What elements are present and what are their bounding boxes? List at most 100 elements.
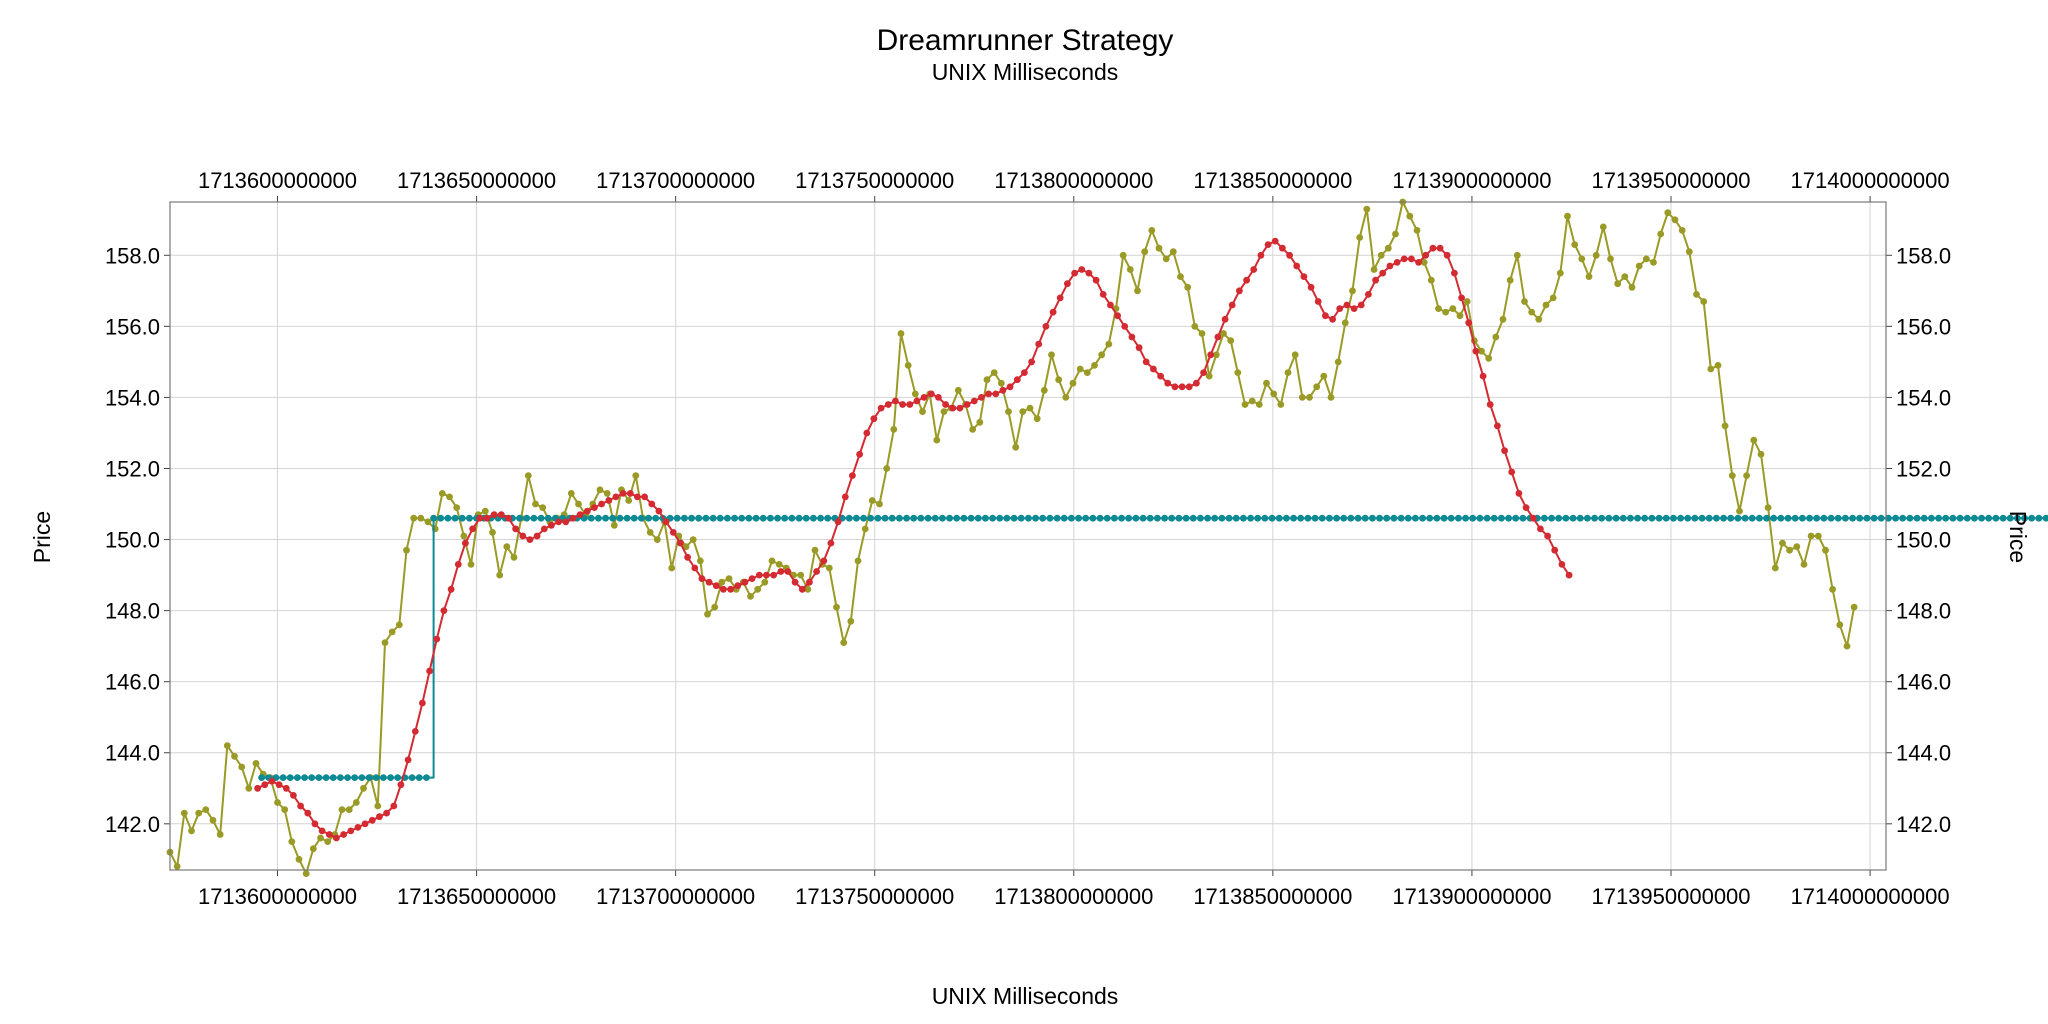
price-point <box>309 845 317 853</box>
smooth-line <box>257 240 1570 839</box>
price-point <box>1349 287 1356 295</box>
price-point <box>997 379 1005 387</box>
price-point <box>1141 248 1149 256</box>
price-point <box>1822 546 1829 554</box>
price-point <box>1033 415 1041 423</box>
smooth-point <box>1415 259 1422 266</box>
price-point <box>317 834 324 842</box>
price-point <box>1779 539 1786 547</box>
signal-point <box>1455 514 1462 522</box>
signal-point <box>415 774 423 781</box>
price-point <box>1040 386 1048 394</box>
smooth-point <box>1422 251 1430 259</box>
price-point <box>904 362 912 369</box>
price-point <box>1384 244 1392 252</box>
signal-point <box>1899 514 1907 522</box>
price-point <box>388 628 396 636</box>
smooth-point <box>268 777 276 785</box>
price-point <box>1377 251 1385 259</box>
price-point <box>1592 251 1600 259</box>
price-point <box>668 564 676 572</box>
signal-point <box>1046 514 1054 522</box>
signal-point <box>1146 514 1154 522</box>
smooth-point <box>426 667 433 675</box>
price-point <box>532 500 539 508</box>
price-point <box>1313 383 1321 391</box>
price-point <box>682 543 690 551</box>
smooth-point <box>712 582 720 590</box>
smooth-point <box>569 514 577 522</box>
smooth-point <box>469 525 476 533</box>
x-tick-label-bottom: 1713950000000 <box>1591 884 1750 909</box>
x-tick-label-top: 1714000000000 <box>1791 168 1950 193</box>
price-point <box>1392 230 1399 238</box>
smooth-point <box>956 404 964 412</box>
smooth-point <box>870 415 878 423</box>
signal-point <box>867 514 875 522</box>
signal-point <box>408 774 416 781</box>
price-point <box>209 816 217 824</box>
smooth-point <box>899 401 906 408</box>
price-point <box>238 763 246 771</box>
price-point <box>1406 212 1414 220</box>
signal-point <box>1734 514 1742 522</box>
price-point <box>761 578 769 586</box>
smooth-point <box>1293 262 1301 270</box>
signal-point <box>444 514 452 522</box>
price-point <box>840 639 848 646</box>
price-point <box>1363 205 1371 213</box>
price-point <box>274 799 281 806</box>
smooth-point <box>626 490 634 497</box>
smooth-point <box>770 571 777 579</box>
smooth-point <box>440 607 448 614</box>
signal-point <box>308 774 316 781</box>
price-point <box>410 514 418 522</box>
price-point <box>1506 276 1514 284</box>
signal-point <box>1261 514 1269 522</box>
signal-point <box>458 514 466 522</box>
smooth-point <box>598 500 605 508</box>
smooth-point <box>419 699 426 707</box>
smooth-point <box>1200 369 1207 376</box>
smooth-point <box>612 493 620 501</box>
smooth-point <box>942 401 949 408</box>
signal-point <box>1641 514 1649 522</box>
smooth-point <box>1264 241 1272 249</box>
x-tick-label-top: 1713600000000 <box>198 168 357 193</box>
smooth-point <box>619 490 627 497</box>
price-point <box>1743 472 1750 479</box>
signal-point <box>1777 514 1785 522</box>
signal-point <box>1849 514 1856 522</box>
smooth-point <box>1544 532 1551 540</box>
price-point <box>990 369 998 376</box>
price-point <box>1700 298 1708 305</box>
signal-point <box>1290 514 1297 522</box>
signal-point <box>394 774 402 781</box>
smooth-point <box>884 401 892 408</box>
smooth-point <box>433 635 441 643</box>
smooth-point <box>748 575 756 582</box>
signal-point <box>1612 514 1620 522</box>
smooth-point <box>641 493 648 501</box>
y-tick-label-left: 144.0 <box>105 741 160 766</box>
signal-point <box>2035 514 2043 522</box>
smooth-point <box>1472 347 1480 355</box>
signal-point <box>2021 514 2028 522</box>
signal-point <box>1326 514 1333 522</box>
series-layer <box>166 198 2048 877</box>
smooth-point <box>390 802 398 810</box>
price-point <box>1621 273 1629 280</box>
y-tick-label-left: 156.0 <box>105 314 160 339</box>
signal-point <box>1139 514 1147 522</box>
signal-point <box>1340 514 1348 522</box>
price-point <box>1829 585 1836 593</box>
smooth-point <box>1515 490 1523 497</box>
signal-point <box>638 514 645 522</box>
price-point <box>1334 358 1342 366</box>
price-point <box>231 752 238 760</box>
smooth-point <box>1214 333 1222 341</box>
smooth-point <box>304 809 312 817</box>
smooth-point <box>655 507 663 515</box>
signal-point <box>372 774 380 781</box>
price-point <box>1463 298 1471 305</box>
